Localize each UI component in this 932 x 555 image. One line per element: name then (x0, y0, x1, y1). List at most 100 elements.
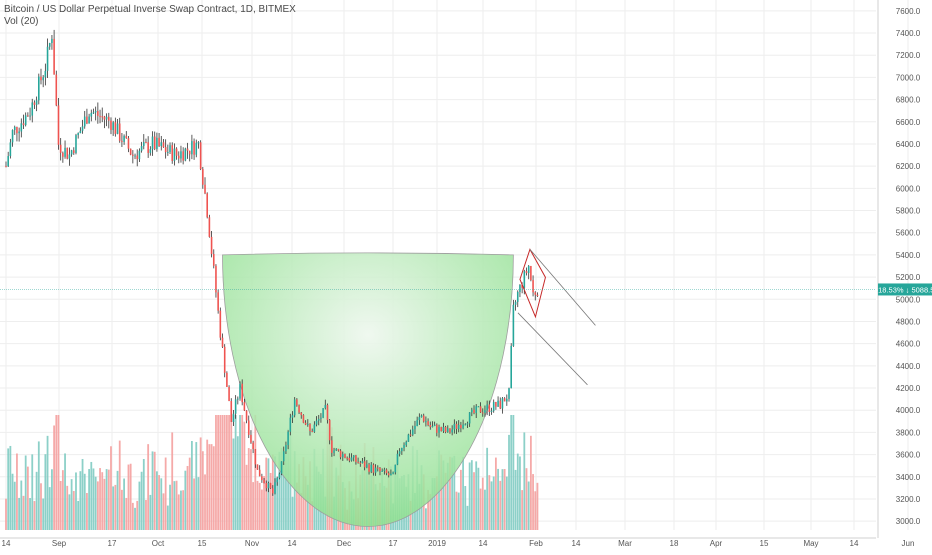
volume-bar (44, 454, 47, 530)
candle-body (499, 400, 502, 409)
candle-body (352, 455, 355, 458)
volume-bar (490, 481, 493, 530)
volume-bar (151, 451, 154, 530)
candle-body (75, 135, 77, 153)
candle-body (180, 151, 182, 159)
volume-bar (164, 457, 167, 530)
volume-bar (486, 447, 489, 530)
volume-bar (182, 490, 185, 530)
bull-flag (517, 248, 596, 386)
candle-body (484, 410, 486, 413)
volume-bar (81, 458, 84, 530)
candle-body (523, 271, 526, 288)
volume-bar (492, 476, 495, 530)
candle-body (317, 418, 320, 421)
candle-body (256, 464, 259, 470)
candle-body (324, 404, 327, 409)
candle-body (394, 464, 397, 473)
volume-bar (75, 472, 77, 530)
candle-body (18, 131, 20, 134)
volume-bar (285, 450, 287, 530)
candle-body (27, 115, 29, 117)
volume-bar (519, 456, 521, 530)
volume-bar (86, 493, 88, 530)
volume-bar (451, 457, 454, 530)
y-tick-label: 6200.0 (896, 162, 921, 171)
y-tick-label: 5400.0 (896, 251, 921, 260)
candle-body (68, 154, 71, 159)
y-tick-label: 6000.0 (896, 184, 921, 193)
candle-body (38, 76, 40, 101)
y-tick-label: 6600.0 (896, 118, 921, 127)
candle-body (335, 448, 338, 451)
volume-bar (306, 484, 309, 530)
volume-bar (442, 460, 445, 530)
volume-bar (449, 456, 451, 530)
volume-bar (219, 415, 222, 530)
candle-body (42, 77, 44, 81)
volume-bar (35, 471, 38, 530)
candle-body (315, 420, 318, 425)
volume-bar (529, 435, 532, 530)
volume-bar (514, 469, 517, 530)
candle-body (506, 398, 508, 402)
volume-bar (199, 437, 202, 530)
x-tick-label: Dec (337, 539, 351, 548)
volume-bar (99, 468, 101, 530)
candle-body (532, 280, 534, 293)
volume-bar (145, 500, 147, 530)
candle-body (392, 472, 394, 474)
x-tick-label: Jun (902, 539, 915, 548)
volume-bar (293, 451, 296, 530)
candle-body (328, 420, 331, 441)
candle-body (140, 146, 143, 151)
candle-body (269, 482, 272, 489)
candle-body (86, 116, 88, 124)
candle-body (11, 130, 14, 143)
volume-bar (488, 475, 491, 530)
candle-body (414, 425, 416, 430)
volume-bar (282, 463, 285, 530)
chart-title: Bitcoin / US Dollar Perpetual Inverse Sw… (4, 4, 296, 15)
y-tick-label: 4200.0 (896, 384, 921, 393)
candle-body (298, 405, 300, 413)
volume-bar (425, 508, 427, 530)
volume-bar (64, 453, 66, 530)
volume-bar (13, 481, 16, 530)
volume-bar (510, 415, 513, 530)
x-tick-label: 18 (670, 539, 679, 548)
x-tick-label: 15 (760, 539, 769, 548)
volume-bar (477, 467, 480, 530)
candle-body (455, 423, 458, 429)
candle-body (169, 145, 171, 152)
candle-body (99, 115, 101, 117)
volume-bar (245, 464, 248, 530)
volume-bar (180, 490, 182, 530)
candle-body (33, 102, 36, 105)
volume-bar (258, 482, 261, 530)
candle-body (420, 415, 423, 418)
volume-bar (7, 448, 10, 530)
y-tick-label: 5000.0 (896, 295, 921, 304)
volume-bar (59, 480, 62, 530)
candle-body (116, 123, 119, 134)
candle-body (322, 408, 324, 418)
candle-body (44, 70, 47, 78)
candle-body (398, 451, 401, 454)
candle-body (92, 112, 95, 114)
volume-bar (142, 459, 145, 530)
candle-body (195, 142, 198, 155)
candle-body (171, 145, 174, 161)
candle-body (29, 115, 31, 117)
candle-body (247, 420, 250, 435)
volume-bar (186, 466, 189, 530)
volume-bar (459, 469, 462, 530)
candle-body (228, 386, 230, 402)
volume-bar (77, 500, 80, 530)
volume-bar (103, 478, 106, 530)
candle-body (280, 461, 283, 474)
volume-bar (46, 435, 49, 530)
candle-body (446, 428, 449, 433)
